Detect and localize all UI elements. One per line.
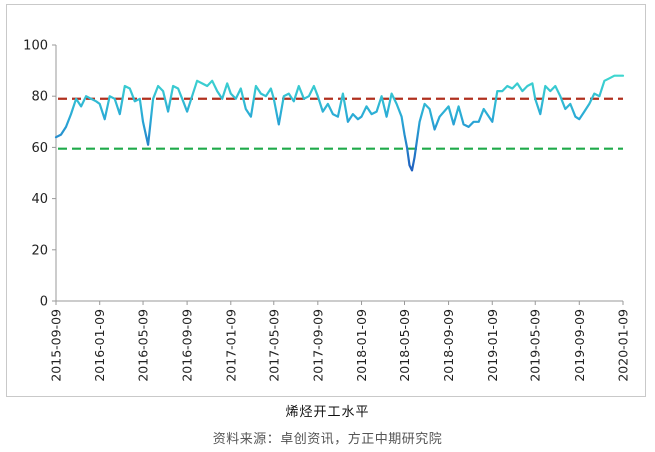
- x-tick-label: 2016-09-09: [180, 309, 195, 382]
- source-note: 资料来源：卓创资讯，方正中期研究院: [212, 432, 443, 447]
- x-tick-label: 2018-09-09: [441, 309, 456, 382]
- x-tick-label: 2020-01-09: [616, 309, 631, 382]
- x-tick-label: 2016-01-09: [92, 309, 107, 382]
- y-tick-label: 80: [31, 90, 48, 105]
- x-tick-label: 2016-05-09: [136, 309, 151, 382]
- x-tick-label: 2017-05-09: [266, 309, 281, 382]
- x-tick-label: 2019-05-09: [528, 309, 543, 382]
- x-tick-label: 2017-01-09: [223, 309, 238, 382]
- x-tick-label: 2018-05-09: [397, 309, 412, 382]
- y-tick-label: 60: [31, 141, 48, 156]
- x-tick-label: 2017-09-09: [310, 309, 325, 382]
- y-tick-label: 20: [31, 243, 48, 258]
- series-line: [54, 74, 625, 172]
- chart-frame: 0 20 40 60 80 100 2015-09-09 2016-01-09 2016-05-…: [6, 4, 646, 397]
- x-tick-label: 2019-01-09: [485, 309, 500, 382]
- y-tick-label: 100: [23, 39, 48, 54]
- legend-label: 烯烃开工水平: [285, 405, 370, 420]
- x-tick-label: 2015-09-09: [49, 309, 64, 382]
- x-tick-label: 2019-09-09: [572, 309, 587, 382]
- line-chart: 0 20 40 60 80 100 2015-09-09 2016-01-09 2016-05-…: [23, 39, 631, 382]
- y-tick-label: 0: [40, 295, 48, 310]
- x-tick-label: 2018-01-09: [354, 309, 369, 382]
- y-tick-label: 40: [31, 192, 48, 207]
